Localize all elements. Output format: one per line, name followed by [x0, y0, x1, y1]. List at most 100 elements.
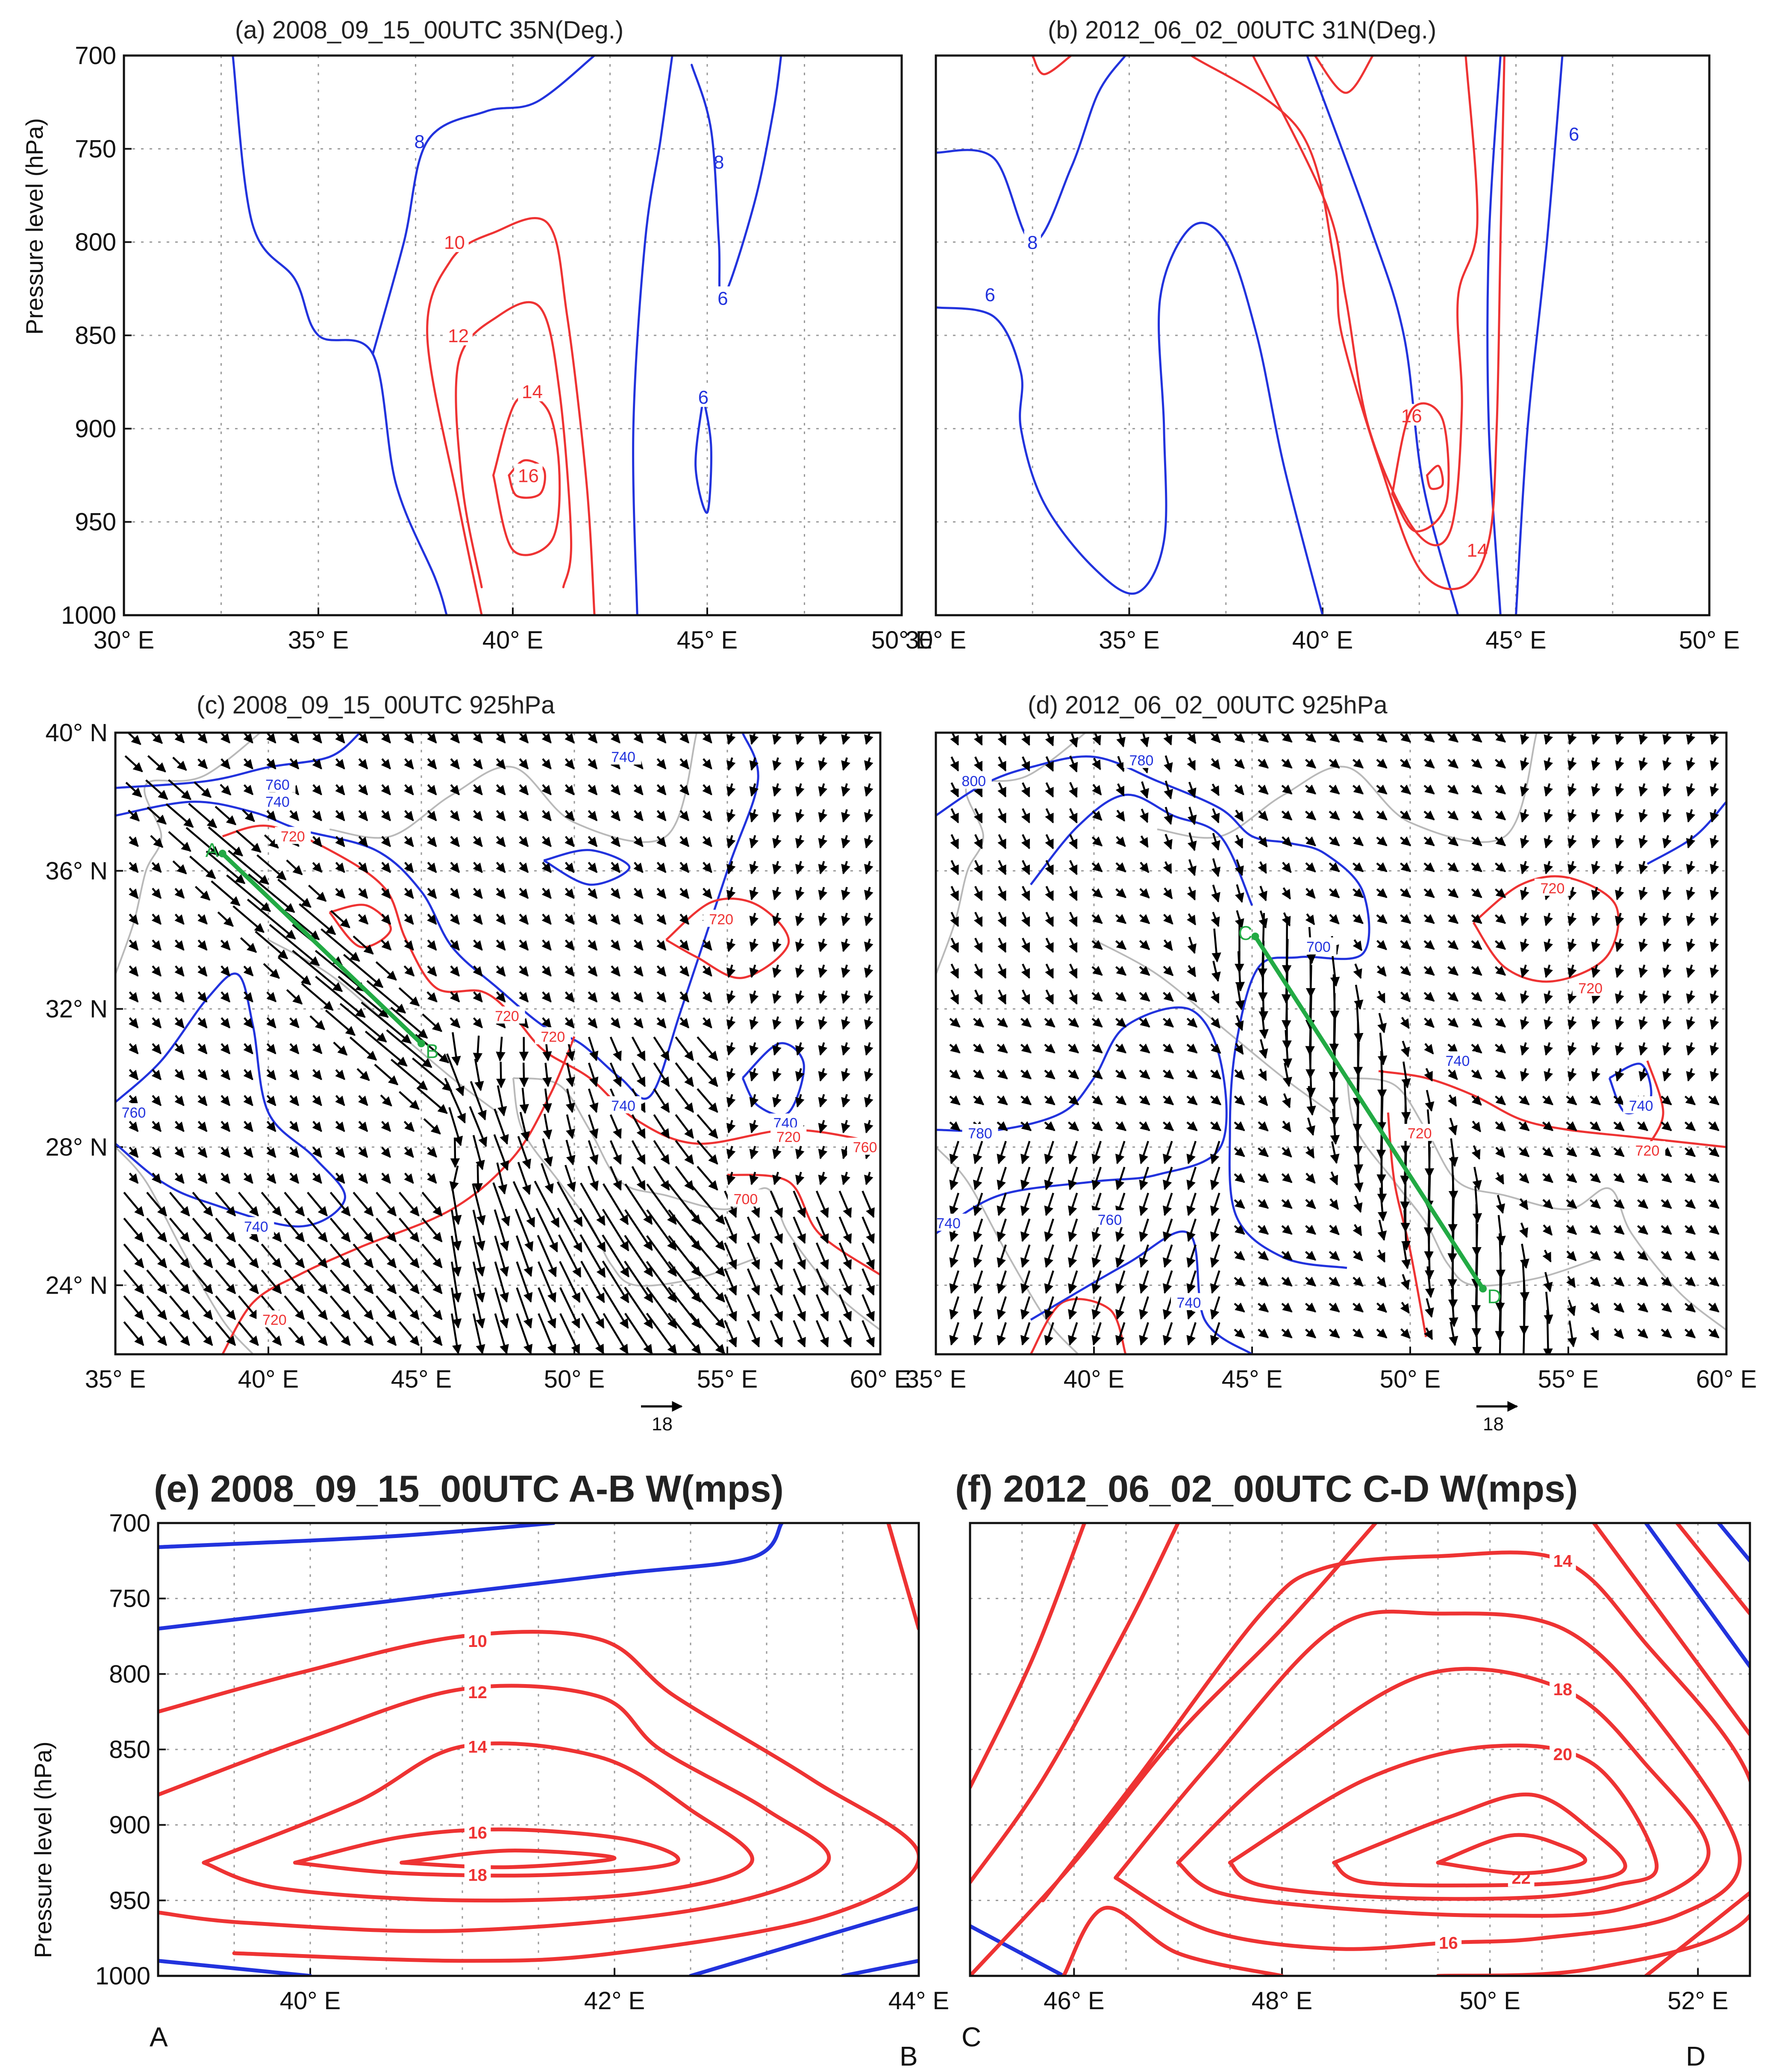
wind-vector [517, 1136, 531, 1169]
wind-vector [726, 939, 736, 952]
wind-vector [197, 965, 208, 977]
wind-vector [772, 757, 782, 771]
wind-vector [450, 965, 460, 977]
wind-vector [556, 1181, 583, 1227]
wind-vector [339, 1003, 387, 1043]
wind-vector [841, 1171, 850, 1186]
wind-vector [675, 1140, 694, 1165]
wind-vector [558, 1234, 582, 1278]
panel-e-ytick-label: 900 [109, 1811, 150, 1839]
wind-vector [151, 913, 162, 925]
panel-a-ylabel: Pressure level (hPa) [21, 118, 48, 335]
wind-vector [656, 784, 667, 795]
wind-vector [215, 1321, 236, 1346]
wind-vector [726, 1094, 736, 1108]
wind-vector [261, 1269, 282, 1294]
wind-vector [864, 939, 873, 952]
wind-vector [496, 810, 506, 822]
wind-vector [376, 1269, 397, 1294]
wind-vector [129, 1069, 139, 1080]
wind-vector [220, 1121, 231, 1132]
wind-vector [329, 1269, 351, 1294]
wind-vector [289, 1043, 300, 1054]
wind-vector [169, 1321, 190, 1346]
wind-vector [473, 836, 483, 847]
wind-vector [335, 888, 346, 899]
wind-vector [421, 1295, 443, 1320]
wind-vector [841, 757, 850, 771]
wind-vector [588, 1140, 599, 1165]
wind-vector [289, 810, 300, 822]
wind-vector [398, 1218, 420, 1243]
panel-b-xtick-label: 40° E [1292, 626, 1353, 654]
wind-vector [675, 1036, 694, 1061]
wind-vector [697, 1165, 718, 1191]
wind-vector [232, 905, 265, 933]
wind-vector [602, 1209, 629, 1252]
wind-vector [451, 1032, 461, 1066]
wind-vector [380, 1094, 392, 1106]
wind-vector [679, 991, 690, 1003]
wind-vector [450, 810, 460, 822]
wind-vector [197, 939, 208, 951]
wind-vector [841, 990, 850, 1004]
wind-vector [129, 1172, 139, 1184]
wind-vector [862, 1216, 875, 1244]
wind-vector [864, 1042, 873, 1056]
wind-vector [726, 964, 736, 978]
wind-vector [243, 966, 254, 977]
wind-vector [542, 1138, 553, 1167]
wind-vector [404, 1172, 414, 1184]
wind-vector [749, 964, 759, 978]
wind-vector [795, 1068, 805, 1082]
wind-vector [151, 862, 162, 873]
wind-vector [543, 1114, 553, 1140]
wind-vector [772, 939, 782, 952]
wind-vector [312, 758, 322, 770]
wind-vector [446, 1053, 465, 1097]
wind-vector [381, 758, 391, 770]
wind-vector [841, 783, 850, 797]
wind-vector [473, 991, 483, 1003]
wind-vector [189, 855, 216, 879]
wind-vector [169, 1269, 190, 1294]
panel-c-xtick-label: 60° E [850, 1365, 911, 1393]
wind-vector [679, 939, 690, 951]
contour-label: 720 [541, 1029, 565, 1045]
wind-vector [338, 975, 389, 1018]
wind-vector [128, 913, 139, 925]
wind-vector [266, 1147, 276, 1158]
wind-vector [174, 1017, 185, 1029]
cross-section-start-marker [1251, 932, 1259, 940]
wind-vector [427, 1172, 437, 1184]
wind-vector [165, 803, 194, 828]
coastline [329, 733, 698, 843]
wind-vector [353, 1192, 374, 1217]
panel-e-ytick-label: 950 [109, 1887, 150, 1914]
wind-vector [838, 1268, 852, 1296]
panel-a-xtick-label: 50° E [871, 626, 932, 654]
wind-vector [174, 991, 185, 1003]
wind-vector [220, 1017, 231, 1029]
wind-vector [633, 913, 644, 925]
wind-vector [610, 991, 621, 1003]
wind-vector [541, 1163, 554, 1194]
wind-vector [518, 836, 529, 847]
wind-vector [602, 1287, 629, 1329]
wind-vector [174, 733, 185, 743]
wind-vector [356, 1068, 370, 1081]
wind-vector [518, 991, 529, 1003]
wind-vector [656, 991, 667, 1003]
wind-vector [358, 1121, 368, 1132]
wind-vector [197, 1043, 208, 1054]
wind-vector [795, 1094, 805, 1108]
vector-scale-c-label: 18 [652, 1414, 673, 1435]
panel-c-xtick-label: 40° E [238, 1365, 299, 1393]
wind-vector [243, 1147, 253, 1158]
wind-vector [702, 784, 712, 795]
wind-vector [747, 1216, 760, 1244]
wind-vector [749, 1120, 759, 1134]
wind-vector [538, 1287, 556, 1329]
wind-vector [841, 1094, 850, 1108]
